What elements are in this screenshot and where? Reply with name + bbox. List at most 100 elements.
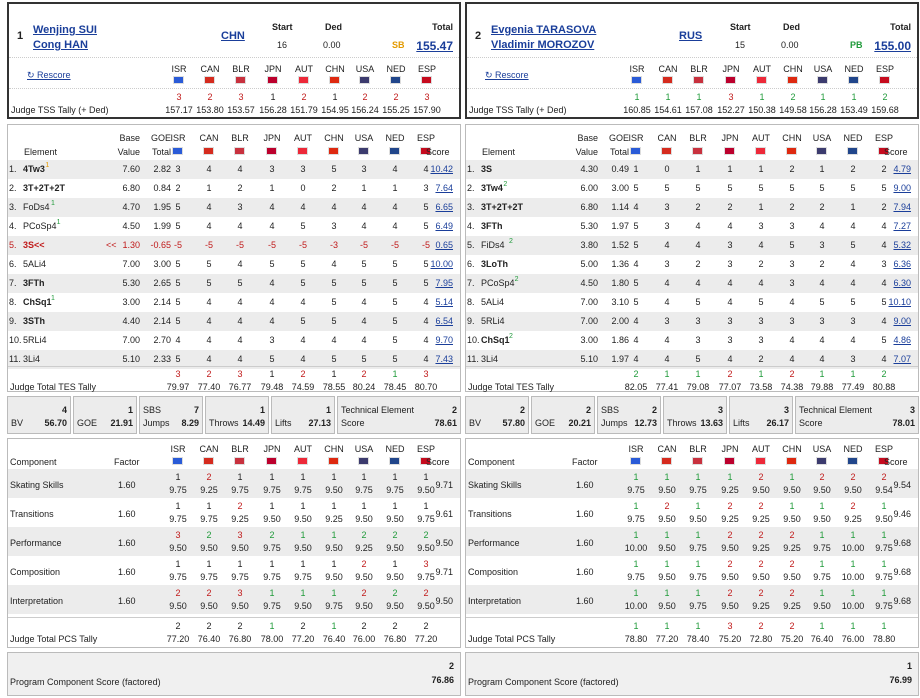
underrotation-note: <<	[106, 240, 117, 250]
tes-tally-rank: 2	[300, 369, 306, 379]
element-score-link[interactable]: 6.36	[893, 259, 911, 269]
country-link[interactable]: CHN	[221, 30, 245, 42]
element-score-link[interactable]: 6.49	[435, 221, 453, 231]
judge-goe: 4	[633, 202, 639, 212]
element-score-link[interactable]: 0.65	[435, 240, 453, 250]
element-base-value: 6.80	[122, 183, 140, 193]
component-rank: 1	[664, 472, 670, 482]
element-name: 5ALi4	[481, 297, 505, 307]
component-rank: 1	[206, 559, 212, 569]
element-score-link[interactable]: 7.07	[893, 354, 911, 364]
judge-goe: 5	[392, 297, 398, 307]
element-score-link[interactable]: 9.00	[893, 316, 911, 326]
judge-goe: 5	[789, 240, 795, 250]
element-score-link[interactable]: 6.54	[435, 316, 453, 326]
judge-code-aut: AUT	[752, 133, 770, 143]
element-score-link[interactable]: 7.94	[893, 202, 911, 212]
component-score: 9.71	[435, 567, 453, 577]
judge-goe: 3	[727, 240, 733, 250]
judge-goe: 2	[789, 164, 795, 174]
judge-code-blr: BLR	[232, 64, 250, 74]
skater-name-2[interactable]: Vladimir MOROZOV	[491, 39, 595, 51]
flag-icon-aut	[297, 147, 308, 155]
element-score-link[interactable]: 9.70	[435, 335, 453, 345]
tally-value: 149.58	[779, 105, 807, 115]
element-row: 5. FiDs4 2 3.80 1.52 5 4 4 3 4 5 3 5 4 5.32	[466, 236, 918, 255]
element-score-link[interactable]: 4.79	[893, 164, 911, 174]
element-score-link[interactable]: 10.00	[430, 259, 453, 269]
rescore-link[interactable]: ↻ Rescore	[27, 70, 71, 80]
element-score-link[interactable]: 5.32	[893, 240, 911, 250]
element-score-link[interactable]: 7.27	[893, 221, 911, 231]
element-score-link[interactable]: 6.65	[435, 202, 453, 212]
tes-tally-value: 73.58	[749, 382, 773, 392]
element-score-link[interactable]: 5.14	[435, 297, 453, 307]
element-name: PCoSp4	[481, 278, 515, 288]
flag-icon-can	[661, 147, 672, 155]
judge-goe: 4	[633, 316, 639, 326]
judge-goe: 5	[633, 278, 639, 288]
judge-goe: 5	[269, 259, 275, 269]
component-rank: 2	[727, 559, 733, 569]
judge-goe: 4	[331, 202, 337, 212]
pcs-tally-value: 78.00	[260, 634, 284, 644]
component-name: Composition	[468, 567, 519, 577]
flag-icon-chn	[787, 76, 798, 84]
tally-value: 156.24	[351, 105, 379, 115]
judge-goe: 4	[361, 221, 367, 231]
element-score-link[interactable]: 7.95	[435, 278, 453, 288]
component-judge-score: 9.50	[355, 572, 373, 582]
component-judge-score: 9.25	[721, 485, 739, 495]
judge-goe: 4	[361, 316, 367, 326]
tes-tally-rank: 3	[175, 369, 181, 379]
component-rank: 2	[392, 530, 398, 540]
element-score-link[interactable]: 4.86	[893, 335, 911, 345]
flag-icon-usa	[817, 76, 828, 84]
element-score-link[interactable]: 10.42	[430, 164, 453, 174]
goe-col-header: GOE	[608, 133, 629, 143]
element-name: FoDs4	[23, 202, 50, 212]
element-score-link[interactable]: 9.00	[893, 183, 911, 193]
judge-goe: 4	[695, 240, 701, 250]
judge-code-isr: ISR	[629, 64, 645, 74]
component-judge-score: 9.54	[875, 485, 893, 495]
tally-rank: 2	[207, 92, 213, 102]
element-base-value: 7.00	[580, 297, 598, 307]
skater-name-1[interactable]: Wenjing SUI	[33, 24, 97, 36]
element-score-link[interactable]: 7.43	[435, 354, 453, 364]
component-judge-score: 9.50	[386, 601, 404, 611]
tes-tally-value: 74.59	[291, 382, 315, 392]
pcs-total-value: 76.99	[889, 675, 912, 685]
total-score-link[interactable]: 155.47	[416, 39, 453, 53]
element-row: 3. FoDs4 1 4.70 1.95 5 4 3 4 4 4 4 4 5 6.65	[8, 198, 460, 217]
component-judge-score: 9.25	[231, 514, 249, 524]
element-note-marker: 2	[509, 238, 513, 245]
skater-name-2[interactable]: Cong HAN	[33, 39, 88, 51]
tes-tally-rank: 1	[269, 369, 275, 379]
country-link[interactable]: RUS	[679, 30, 703, 42]
flag-icon-ned	[847, 457, 858, 465]
judge-goe: 2	[175, 183, 181, 193]
element-note-marker: 1	[51, 295, 55, 302]
total-score-link[interactable]: 155.00	[874, 39, 911, 53]
skater-name-1[interactable]: Evgenia TARASOVA	[491, 24, 597, 36]
judge-goe: 3	[727, 316, 733, 326]
element-score-link[interactable]: 7.64	[435, 183, 453, 193]
element-row: 4. 3FTh 5.30 1.97 5 3 4 4 3 3 4 4 4 7.27	[466, 217, 918, 236]
rescore-link[interactable]: ↻ Rescore	[485, 70, 529, 80]
component-judge-score: 10.00	[841, 572, 865, 582]
judge-goe: 4	[237, 316, 243, 326]
element-score-link[interactable]: 6.30	[893, 278, 911, 288]
element-name: 3S	[481, 164, 493, 174]
flag-icon-can	[662, 76, 673, 84]
flag-icon-isr	[173, 76, 184, 84]
component-judge-score: 9.25	[721, 514, 739, 524]
header-divider	[9, 57, 459, 58]
judge-goe: -3	[329, 240, 338, 250]
element-name: 3LoTh	[481, 259, 508, 269]
component-judge-score: 9.50	[294, 601, 312, 611]
component-name: Performance	[10, 538, 62, 548]
element-score-link[interactable]: 10.10	[888, 297, 911, 307]
element-goe-total: 3.10	[611, 297, 629, 307]
tally-value: 160.85	[623, 105, 651, 115]
